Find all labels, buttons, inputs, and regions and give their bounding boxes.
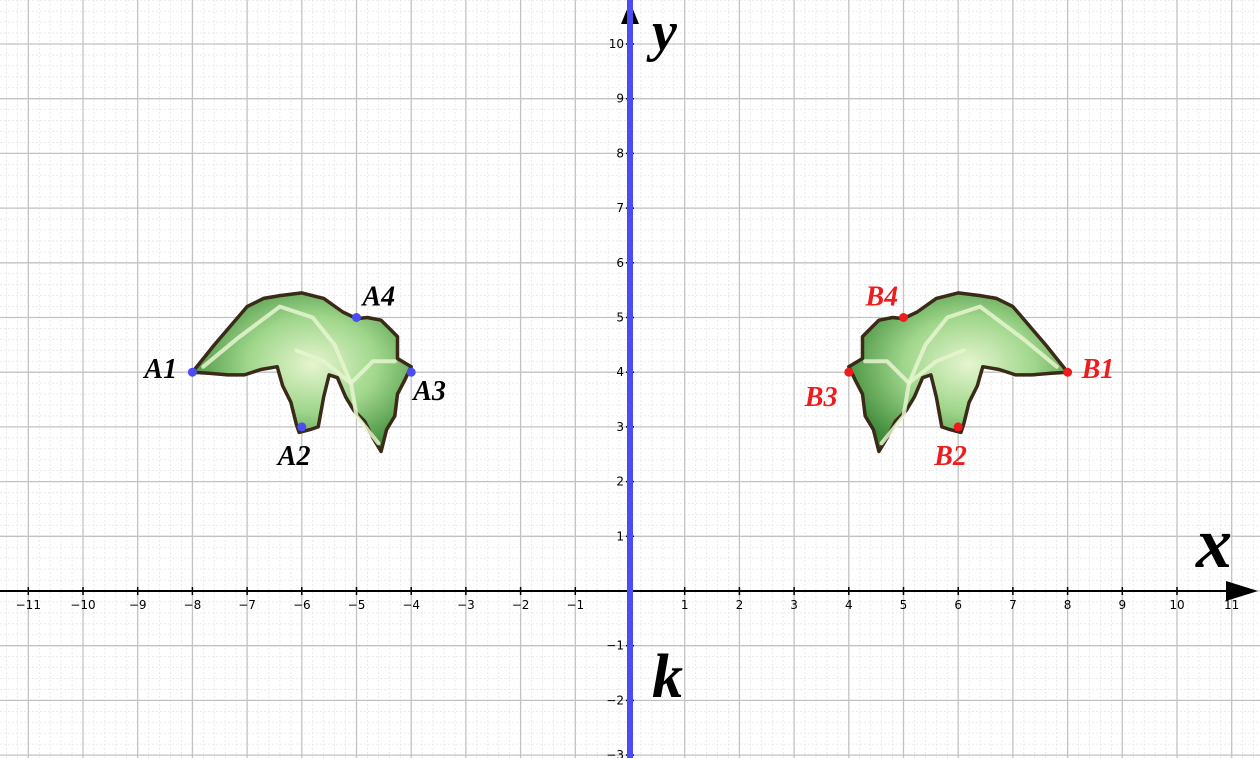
y-tick-label: −1: [606, 639, 624, 653]
point-label-b2: B2: [933, 441, 967, 472]
x-tick-label: 4: [845, 598, 853, 612]
point-label-a3: A3: [411, 376, 446, 407]
x-tick-label: 8: [1064, 598, 1072, 612]
x-tick-label: −11: [16, 598, 41, 612]
mirror-line-label: k: [652, 643, 683, 711]
y-tick-label: 6: [616, 256, 624, 270]
mirrored-leaf: [847, 291, 1070, 454]
y-tick-label: 10: [609, 37, 624, 51]
y-tick-label: 3: [616, 420, 624, 434]
point-b2: [953, 422, 963, 432]
leaf-vein: [879, 381, 911, 446]
y-tick-label: −2: [606, 693, 624, 707]
leaf-vein: [294, 348, 353, 386]
leaf-shapes: [190, 291, 1070, 454]
x-tick-label: 7: [1009, 598, 1017, 612]
x-tick-label: −10: [70, 598, 95, 612]
point-a3: [406, 367, 416, 377]
x-tick-label: −9: [129, 598, 147, 612]
x-tick-label: 3: [790, 598, 798, 612]
leaf-vein: [863, 359, 911, 386]
x-tick-label: −4: [402, 598, 420, 612]
x-tick-label: 9: [1118, 598, 1126, 612]
point-label-b4: B4: [865, 282, 899, 313]
point-label-b1: B1: [1081, 354, 1115, 385]
y-tick-label: −3: [606, 748, 624, 758]
point-label-a4: A4: [361, 282, 396, 313]
points: A1 A2 A3 A4 B1 B2 B3 B4: [142, 282, 1114, 472]
leaf-vein: [201, 304, 353, 386]
x-tick-label: 6: [954, 598, 962, 612]
point-label-b3: B3: [804, 382, 838, 413]
point-label-a1: A1: [142, 354, 177, 385]
x-tick-label: −7: [238, 598, 256, 612]
point-b1: [1063, 367, 1073, 377]
x-tick-label: 11: [1224, 598, 1239, 612]
x-tick-label: −2: [512, 598, 530, 612]
point-label-a2: A2: [276, 441, 311, 472]
leaf-vein: [349, 359, 397, 386]
x-tick-label: 1: [681, 598, 689, 612]
y-tick-label: 4: [616, 365, 624, 379]
x-tick-label: 5: [900, 598, 908, 612]
point-a2: [297, 422, 307, 432]
x-axis-arrow: [1226, 581, 1258, 601]
x-tick-label: −8: [184, 598, 202, 612]
leaf-vein: [349, 381, 381, 446]
y-tick-label: 9: [616, 92, 624, 106]
x-tick-label: −6: [293, 598, 311, 612]
x-tick-label: −3: [457, 598, 475, 612]
y-tick-label: 1: [616, 529, 624, 543]
point-b4: [899, 313, 908, 322]
y-tick-label: 5: [616, 311, 624, 325]
leaf-vein: [907, 348, 966, 386]
y-tick-label: 8: [616, 146, 624, 160]
y-tick-label: 2: [616, 475, 624, 489]
original-leaf: [190, 291, 413, 454]
leaf-vein: [907, 304, 1059, 386]
x-tick-label: 10: [1169, 598, 1184, 612]
x-tick-label: −1: [566, 598, 584, 612]
point-b3: [844, 367, 854, 377]
x-tick-label: 2: [736, 598, 744, 612]
y-axis-label: y: [646, 1, 678, 63]
point-a4: [352, 313, 361, 322]
point-a1: [187, 367, 197, 377]
x-tick-label: −5: [348, 598, 366, 612]
y-tick-label: 7: [616, 201, 624, 215]
x-axis-label: x: [1195, 503, 1232, 583]
